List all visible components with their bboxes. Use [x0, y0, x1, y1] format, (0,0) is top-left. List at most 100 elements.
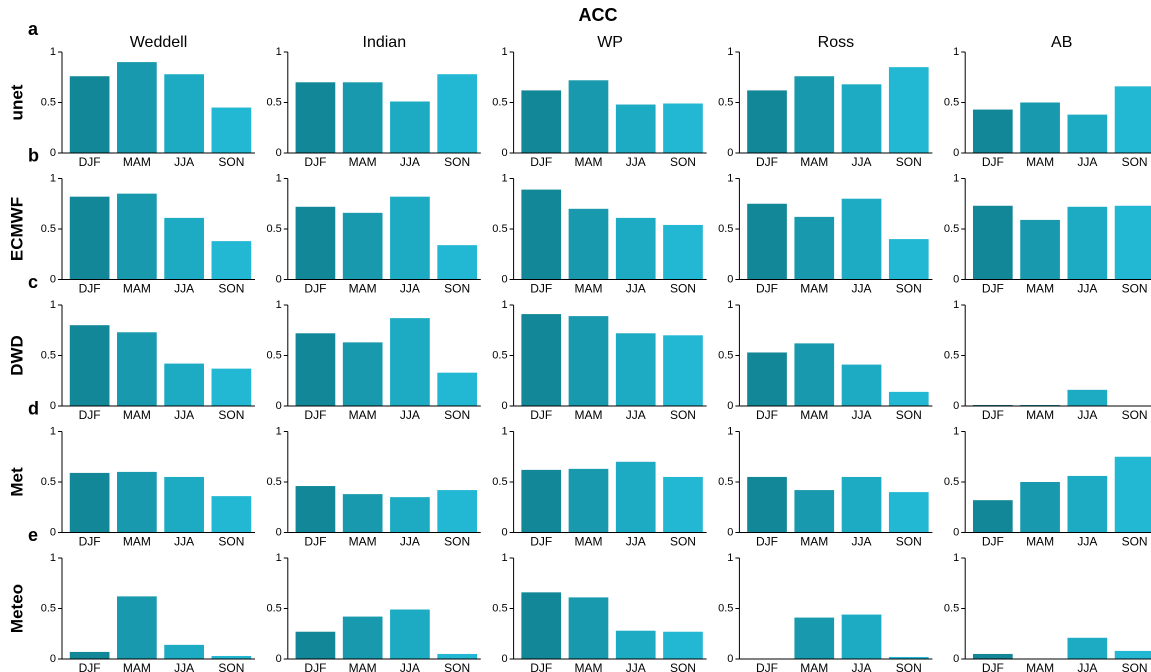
x-tick-label: JJA	[626, 661, 646, 672]
y-tick-label: 0.5	[944, 96, 959, 108]
y-tick-label: 0.5	[718, 96, 733, 108]
x-tick-label: MAM	[574, 535, 602, 549]
bar	[1114, 650, 1151, 659]
x-tick-label: SON	[1122, 155, 1148, 169]
x-tick-label: DJF	[756, 155, 778, 169]
bar	[295, 486, 336, 533]
y-tick-label: 0.5	[267, 349, 282, 361]
bar	[117, 332, 157, 406]
x-tick-label: SON	[896, 408, 922, 422]
bar	[1067, 475, 1108, 533]
x-tick-label: MAM	[800, 661, 828, 672]
bar	[972, 109, 1013, 153]
y-tick-label: 0	[276, 273, 282, 285]
bar	[211, 655, 252, 659]
x-tick-label: MAM	[800, 408, 828, 422]
x-tick-label: MAM	[574, 661, 602, 672]
x-tick-label: JJA	[1077, 155, 1097, 169]
x-tick-label: SON	[670, 155, 696, 169]
y-tick-label: 1	[50, 172, 56, 184]
bar	[295, 82, 336, 153]
x-tick-label: SON	[670, 282, 696, 296]
y-tick-label: 0.5	[944, 349, 959, 361]
y-tick-label: 0	[953, 400, 959, 412]
x-tick-label: MAM	[1026, 535, 1054, 549]
panel-letter: a	[28, 19, 39, 39]
y-tick-label: 0.5	[492, 602, 507, 614]
y-tick-label: 1	[501, 425, 507, 437]
x-tick-label: SON	[218, 282, 244, 296]
bar	[888, 67, 929, 153]
y-tick-label: 0	[50, 400, 56, 412]
y-tick-label: 0.5	[267, 223, 282, 235]
bar	[164, 644, 204, 659]
bar	[1020, 102, 1060, 153]
y-tick-label: 1	[50, 425, 56, 437]
y-tick-label: 0.5	[267, 96, 282, 108]
x-tick-label: MAM	[123, 282, 151, 296]
y-tick-label: 1	[501, 46, 507, 58]
x-tick-label: SON	[896, 535, 922, 549]
bar	[164, 217, 204, 280]
bar	[211, 241, 252, 280]
y-tick-label: 1	[953, 172, 959, 184]
x-tick-label: DJF	[756, 408, 778, 422]
y-tick-label: 1	[953, 425, 959, 437]
y-tick-label: 0.5	[944, 602, 959, 614]
y-tick-label: 0	[501, 400, 507, 412]
x-tick-label: DJF	[79, 408, 101, 422]
y-tick-label: 0	[953, 273, 959, 285]
y-tick-label: 0.5	[267, 476, 282, 488]
y-tick-label: 0	[953, 526, 959, 538]
y-tick-label: 1	[276, 46, 282, 58]
bar	[568, 80, 609, 153]
y-tick-label: 0	[953, 147, 959, 159]
row-label: ECMWF	[7, 197, 26, 261]
x-tick-label: MAM	[123, 661, 151, 672]
x-tick-label: MAM	[349, 661, 377, 672]
y-tick-label: 0	[727, 273, 733, 285]
x-tick-label: MAM	[349, 155, 377, 169]
x-tick-label: JJA	[626, 535, 646, 549]
y-tick-label: 1	[276, 552, 282, 564]
bar	[342, 342, 383, 406]
x-tick-label: SON	[444, 535, 470, 549]
x-tick-label: SON	[896, 282, 922, 296]
bar	[747, 352, 787, 406]
bar	[521, 592, 562, 659]
x-tick-label: SON	[670, 661, 696, 672]
bar	[1114, 205, 1151, 280]
x-tick-label: SON	[1122, 408, 1148, 422]
x-tick-label: MAM	[349, 535, 377, 549]
bar	[1020, 219, 1060, 280]
y-tick-label: 1	[501, 552, 507, 564]
y-tick-label: 1	[727, 172, 733, 184]
bar	[747, 203, 787, 280]
bar	[69, 196, 110, 280]
x-tick-label: MAM	[1026, 408, 1054, 422]
y-tick-label: 0.5	[718, 476, 733, 488]
bar	[69, 472, 110, 533]
bar	[1067, 389, 1108, 406]
column-title: AB	[1051, 34, 1072, 51]
x-tick-label: SON	[1122, 282, 1148, 296]
x-tick-label: JJA	[852, 408, 872, 422]
y-tick-label: 0.5	[492, 349, 507, 361]
bar	[390, 101, 430, 153]
x-tick-label: DJF	[756, 282, 778, 296]
x-tick-label: DJF	[530, 661, 552, 672]
x-tick-label: JJA	[400, 282, 420, 296]
y-tick-label: 0.5	[492, 476, 507, 488]
x-tick-label: JJA	[400, 661, 420, 672]
bar	[888, 239, 929, 280]
bar	[1114, 86, 1151, 153]
x-tick-label: JJA	[626, 282, 646, 296]
y-tick-label: 0	[727, 526, 733, 538]
x-tick-label: JJA	[852, 282, 872, 296]
bar	[888, 391, 929, 406]
bar	[1067, 114, 1108, 153]
y-tick-label: 0.5	[41, 349, 56, 361]
x-tick-label: JJA	[1077, 408, 1097, 422]
y-tick-label: 0	[276, 526, 282, 538]
bar	[437, 74, 478, 153]
